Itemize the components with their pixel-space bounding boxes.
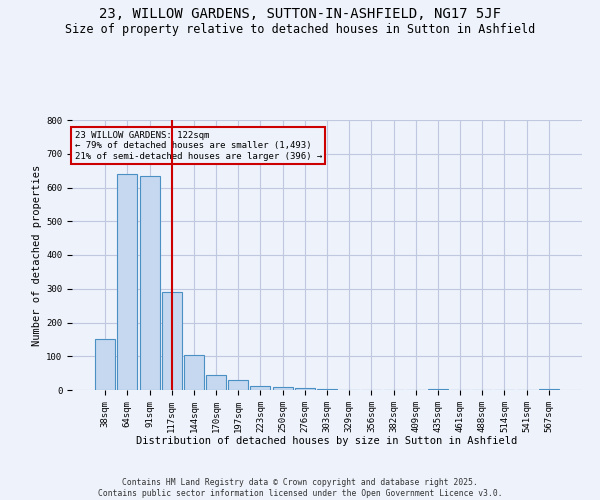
Y-axis label: Number of detached properties: Number of detached properties (32, 164, 42, 346)
Bar (295, 388, 315, 390)
Bar (539, 389, 559, 390)
Text: 23 WILLOW GARDENS: 122sqm
← 79% of detached houses are smaller (1,493)
21% of se: 23 WILLOW GARDENS: 122sqm ← 79% of detac… (74, 131, 322, 160)
Bar (206, 375, 226, 390)
Bar (272, 386, 293, 390)
Text: Size of property relative to detached houses in Sutton in Ashfield: Size of property relative to detached ho… (65, 22, 535, 36)
Bar (250, 386, 271, 390)
X-axis label: Distribution of detached houses by size in Sutton in Ashfield: Distribution of detached houses by size … (136, 436, 518, 446)
Bar (184, 355, 204, 390)
Text: 23, WILLOW GARDENS, SUTTON-IN-ASHFIELD, NG17 5JF: 23, WILLOW GARDENS, SUTTON-IN-ASHFIELD, … (99, 8, 501, 22)
Bar (228, 380, 248, 390)
Text: Contains HM Land Registry data © Crown copyright and database right 2025.
Contai: Contains HM Land Registry data © Crown c… (98, 478, 502, 498)
Bar (118, 174, 137, 390)
Bar (140, 176, 160, 390)
Bar (162, 292, 182, 390)
Bar (95, 340, 115, 390)
Bar (317, 388, 337, 390)
